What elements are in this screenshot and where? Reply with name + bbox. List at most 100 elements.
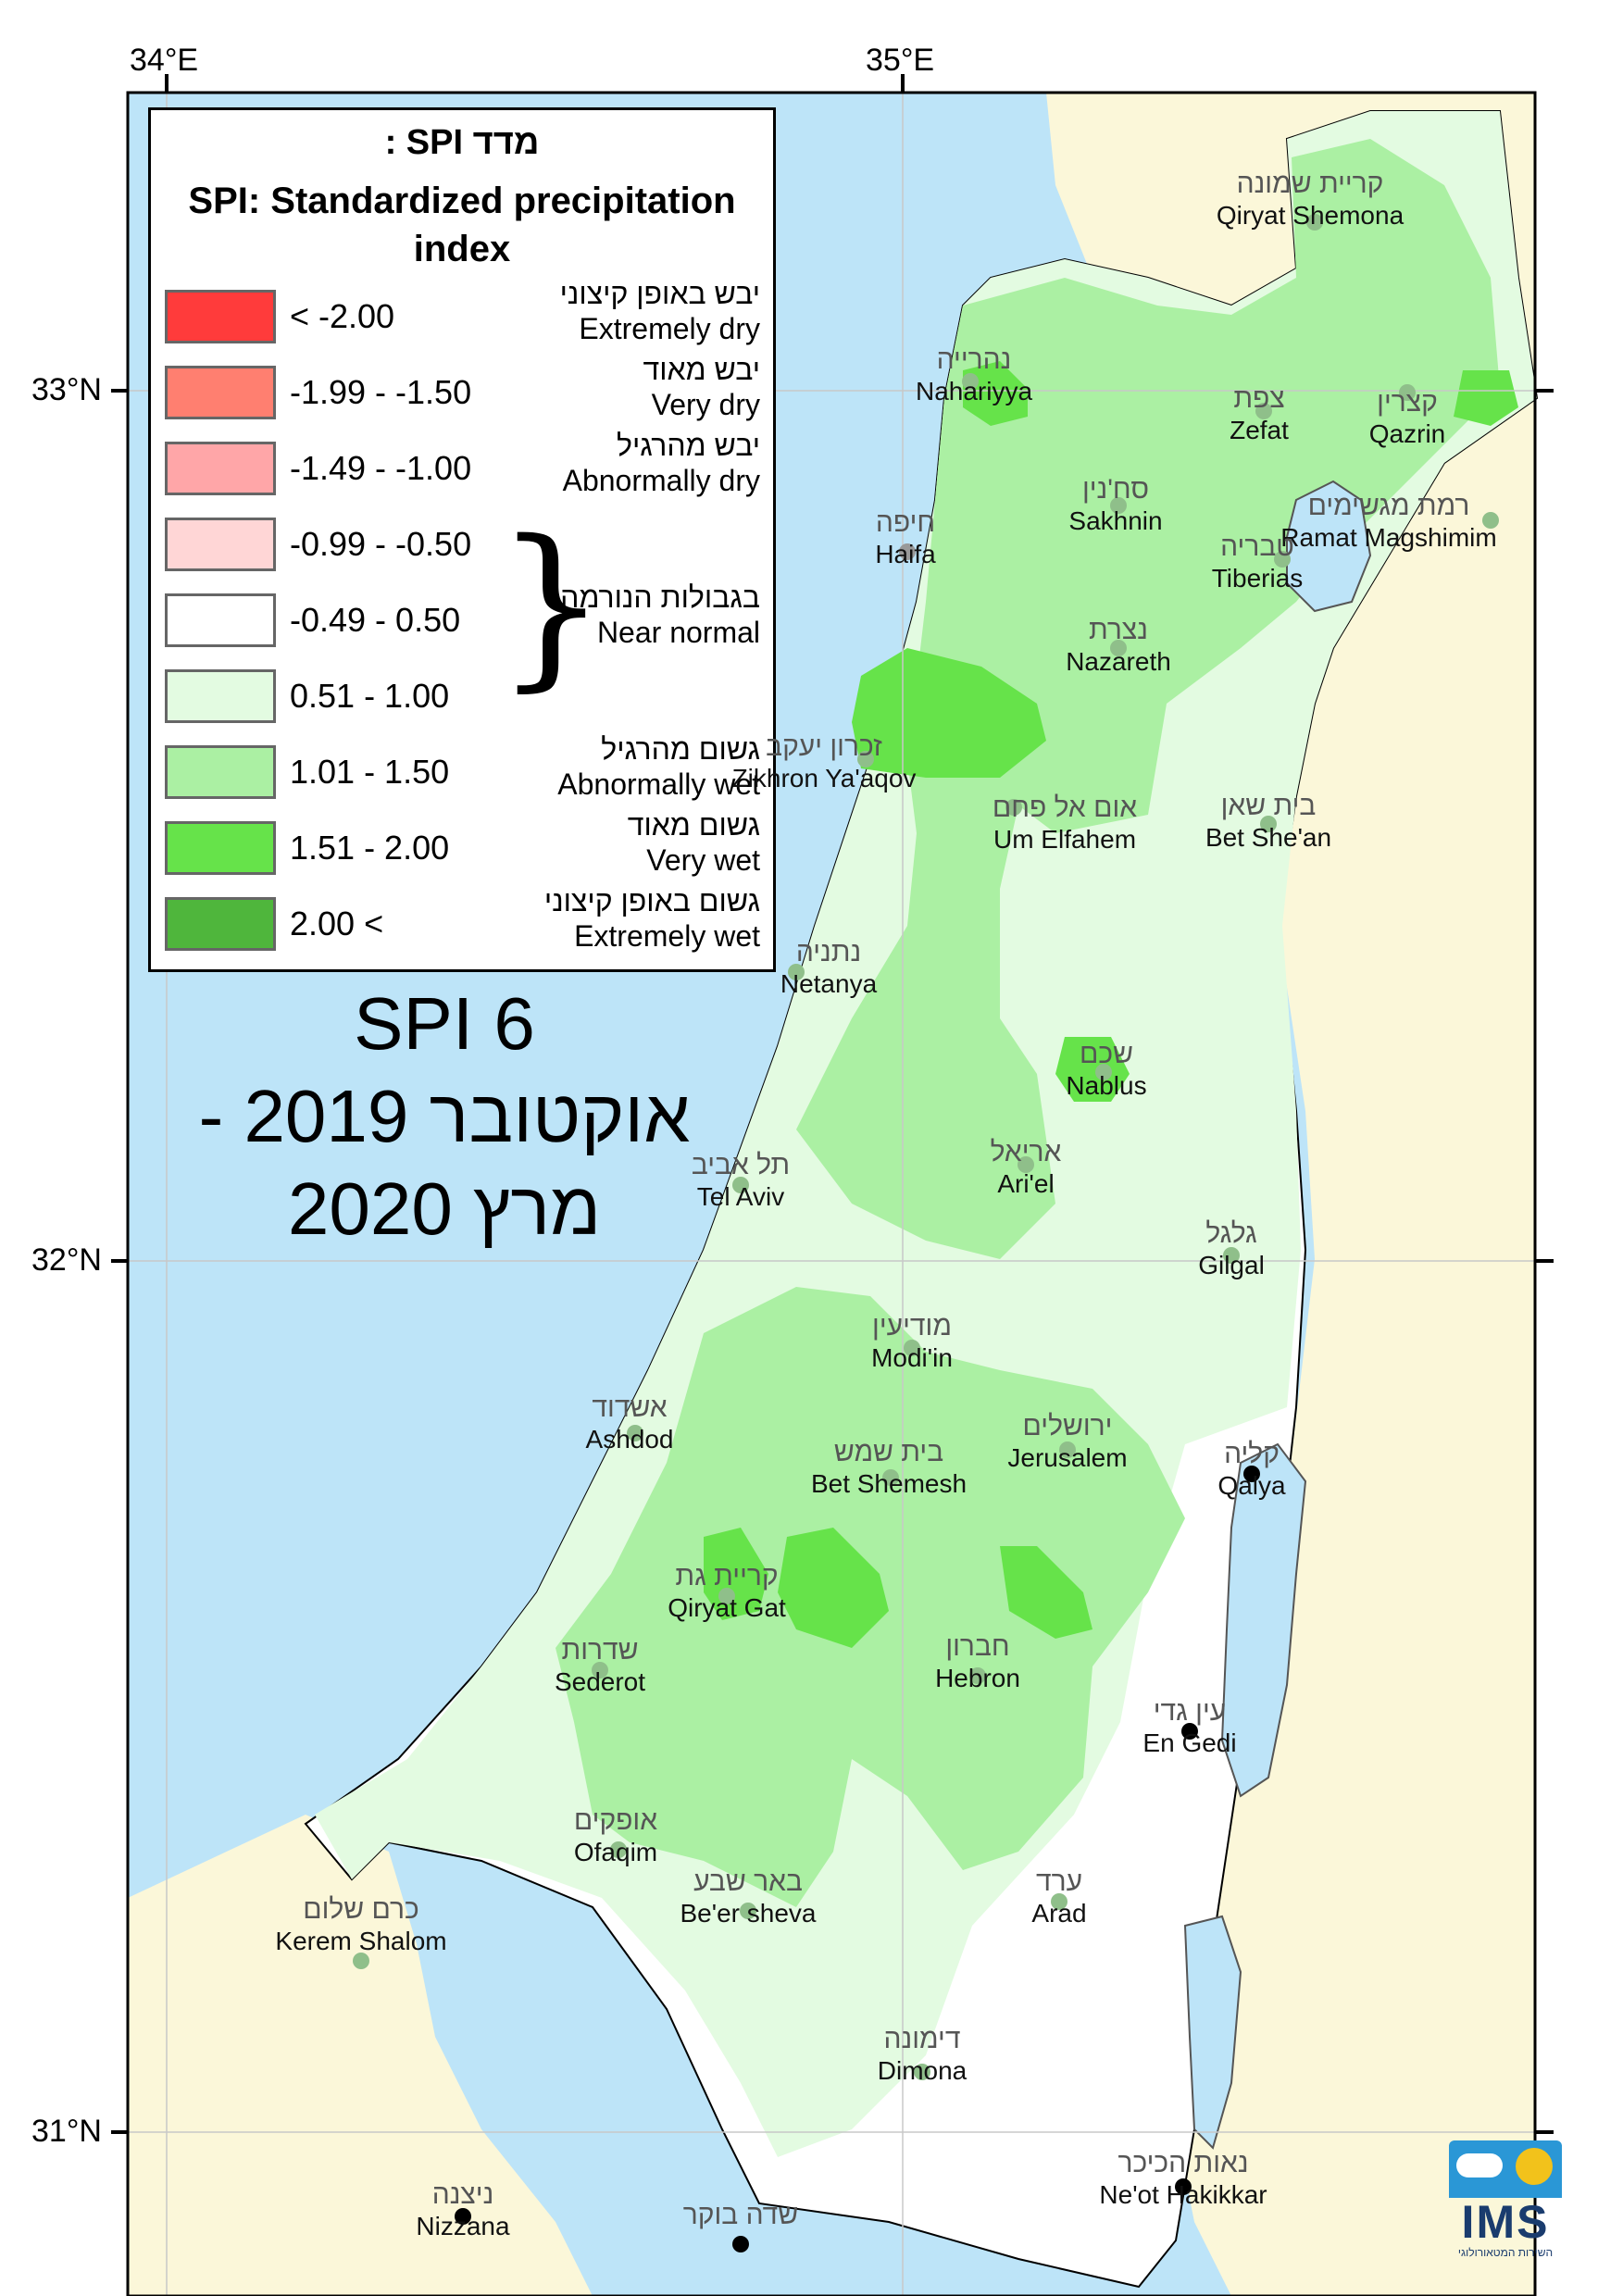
- axis-ticks: [111, 74, 1554, 2134]
- city-name-en: Dimona: [877, 2056, 968, 2085]
- logo-text: IMS: [1461, 2196, 1550, 2248]
- city-label: אופקים Ofaqim: [574, 1805, 657, 1868]
- city-label: כרם שלום Kerem Shalom: [275, 1894, 446, 1957]
- city-name-en: Be'er sheva: [680, 1899, 817, 1928]
- city-name-en: Ne'ot Hakikkar: [1099, 2180, 1267, 2209]
- legend-brace: }: [495, 503, 607, 707]
- city-label: קריית גת Qiryat Gat: [668, 1561, 786, 1624]
- city-dot: [914, 2064, 930, 2080]
- city-name-en: Ofaqim: [573, 1838, 658, 1866]
- city-dot: [1274, 551, 1291, 568]
- city-label: רמת מגשימים Ramat Magshimim: [1280, 491, 1496, 554]
- zone-very-wet-qazrin: [1454, 370, 1518, 426]
- sun-icon: [1516, 2148, 1553, 2185]
- zone-very-wet-nahariyya: [963, 361, 1028, 426]
- city-name-en: Tel Aviv: [696, 1182, 785, 1211]
- city-label: עין גדי En Gedi: [1142, 1696, 1236, 1759]
- city-name-he: ניצנה: [431, 2179, 494, 2210]
- city-name-en: Qazrin: [1368, 419, 1446, 448]
- city-name-he: קריית שמונה: [1236, 168, 1384, 199]
- legend-label-en: Extremely wet: [574, 919, 760, 953]
- legend-range: -1.99 - -1.50: [290, 373, 472, 411]
- city-name-he: סח'נין: [1081, 474, 1150, 505]
- city-name-en: Nahariyya: [915, 377, 1033, 406]
- legend-swatch: [165, 442, 276, 495]
- city-dot: [740, 1903, 756, 1919]
- legend-label-he: יבש מאוד: [643, 353, 760, 386]
- logo-subtext: השירות המטאורולוגי: [1457, 2246, 1554, 2259]
- city-dot: [1059, 1441, 1076, 1458]
- city-label: באר שבע Be'er sheva: [680, 1866, 817, 1929]
- city-label: קריית שמונה Qiryat Shemona: [1217, 168, 1404, 231]
- lat-tick-33: 33°N: [31, 372, 102, 407]
- city-name-he: ערד: [1035, 1866, 1083, 1897]
- city-label: סח'נין Sakhnin: [1068, 474, 1162, 537]
- legend-label-he: גשום מאוד: [627, 808, 760, 842]
- city-label: אשדוד Ashdod: [586, 1392, 674, 1455]
- legend-label-he: יבש מהרגיל: [617, 429, 760, 462]
- title-line3: מרץ 2020: [287, 1167, 602, 1250]
- city-name-he: נהרייה: [936, 344, 1012, 375]
- city-name-en: Qalya: [1217, 1471, 1286, 1500]
- city-label: אריאל Ari'el: [991, 1137, 1062, 1200]
- city-dots: [353, 214, 1499, 2252]
- legend-range: 2.00 <: [290, 905, 384, 942]
- legend-swatch: [165, 518, 276, 571]
- city-dot: [732, 2236, 749, 2252]
- city-name-he: כרם שלום: [303, 1894, 419, 1925]
- legend-heading-en: SPI: Standardized precipitation index: [188, 181, 736, 269]
- city-name-he: קליה: [1224, 1439, 1280, 1469]
- legend-range: 1.51 - 2.00: [290, 829, 450, 867]
- city-name-he: קריית גת: [675, 1561, 779, 1591]
- city-name-he: זכרון יעקב: [766, 731, 882, 762]
- city-name-en: Tiberias: [1211, 564, 1304, 593]
- city-label: ניצנה Nizzana: [416, 2179, 509, 2242]
- legend-swatch: [165, 821, 276, 875]
- city-dot: [627, 1425, 643, 1441]
- legend-range: -1.49 - -1.00: [290, 449, 472, 487]
- legend-range: -0.99 - -0.50: [290, 525, 472, 563]
- city-dot: [592, 1662, 608, 1678]
- city-name-he: שדרות: [561, 1635, 639, 1666]
- city-name-en: Sederot: [554, 1667, 646, 1696]
- city-dot: [1175, 2178, 1192, 2195]
- city-dot: [1110, 640, 1127, 656]
- title-line2: אוקטובר 2019 -: [198, 1075, 691, 1157]
- city-name-he: אום אל פחם: [992, 792, 1138, 823]
- legend-swatch: [165, 669, 276, 723]
- legend-heading-he: מדד SPI :: [384, 123, 540, 162]
- city-name-en: Um Elfahem: [993, 825, 1137, 854]
- city-dot: [1223, 1247, 1240, 1264]
- city-dot: [1306, 214, 1323, 231]
- city-name-en: Zikhron Ya'aqov: [731, 764, 917, 792]
- zone-very-wet-bet-guvrin: [778, 1528, 889, 1648]
- city-dot: [882, 1469, 899, 1486]
- city-label: זכרון יעקב Zikhron Ya'aqov: [732, 731, 917, 794]
- legend-label-he: גשום באופן קיצוני: [543, 884, 760, 917]
- city-label: נתניה Netanya: [780, 937, 877, 1000]
- city-name-en: Jerusalem: [1007, 1443, 1128, 1472]
- city-name-en: Kerem Shalom: [275, 1927, 447, 1955]
- city-dot: [1005, 799, 1022, 816]
- city-name-he: עין גדי: [1153, 1696, 1227, 1727]
- legend-label-he: בגבולות הנורמה: [560, 580, 760, 614]
- city-dot: [857, 751, 874, 767]
- city-name-he: בית שמש: [833, 1437, 944, 1467]
- legend-label-en: Very wet: [646, 843, 760, 877]
- lon-tick-35: 35°E: [866, 43, 935, 78]
- city-name-en: Qiryat Shemona: [1216, 201, 1405, 230]
- city-label: בית שמש Bet Shemesh: [811, 1437, 967, 1500]
- city-name-en: Qiryat Gat: [668, 1593, 786, 1622]
- city-label: נצרת Nazareth: [1066, 615, 1171, 678]
- city-label: חברון Hebron: [935, 1631, 1020, 1694]
- city-dot: [962, 373, 979, 390]
- city-name-en: Ari'el: [997, 1169, 1055, 1198]
- ims-logo: IMS השירות המטאורולוגי: [1449, 2140, 1562, 2259]
- city-label: חיפה Haifa: [875, 507, 935, 570]
- city-name-he: אריאל: [990, 1137, 1062, 1167]
- city-name-he: שדה בוקר: [682, 2200, 799, 2230]
- city-name-he: אשדוד: [592, 1392, 668, 1423]
- lon-tick-34: 34°E: [130, 43, 199, 78]
- legend-swatch: [165, 593, 276, 647]
- legend-label-he: גשום מהרגיל: [601, 732, 760, 766]
